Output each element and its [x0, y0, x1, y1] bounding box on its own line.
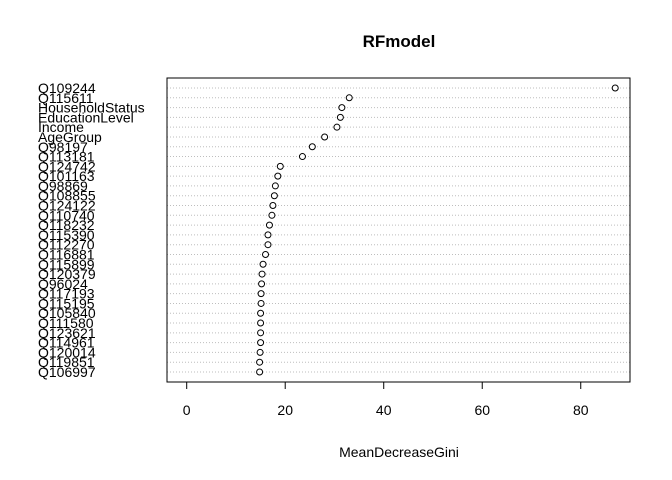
category-label: Q110740	[38, 207, 95, 223]
category-label: Q109244	[38, 80, 96, 96]
category-label: Q106997	[38, 364, 96, 380]
data-point	[308, 143, 316, 151]
category-label: Q115195	[38, 295, 95, 311]
data-point	[276, 162, 284, 170]
category-label: Q113181	[38, 149, 95, 165]
data-point	[257, 319, 265, 327]
category-label: Q105840	[38, 305, 96, 321]
x-tick-label: 20	[277, 402, 293, 418]
data-point	[257, 290, 265, 298]
category-label: EducationLevel	[38, 109, 134, 125]
category-label: Q115899	[38, 256, 95, 272]
data-point	[257, 309, 265, 317]
category-label: Q98869	[38, 178, 88, 194]
category-label: Q124122	[38, 198, 96, 214]
data-point	[265, 221, 273, 229]
x-tick-label: 40	[376, 402, 392, 418]
data-point	[269, 202, 277, 210]
x-tick-label: 80	[573, 402, 589, 418]
category-label: Q112270	[38, 237, 95, 253]
data-point	[257, 339, 265, 347]
data-point	[270, 192, 278, 200]
data-point	[256, 358, 264, 366]
gridlines	[167, 87, 630, 373]
data-point	[333, 123, 341, 131]
data-point	[257, 329, 265, 337]
category-label: Q101163	[38, 168, 95, 184]
category-label: Q120379	[38, 266, 96, 282]
x-tick-label: 60	[474, 402, 490, 418]
category-label: Q120014	[38, 344, 96, 360]
data-point	[256, 348, 264, 356]
data-point	[321, 133, 329, 141]
category-label: Income	[38, 119, 84, 135]
data-point	[257, 299, 265, 307]
category-label: Q119851	[38, 354, 95, 370]
data-point	[611, 84, 619, 92]
category-label: Q114961	[38, 335, 95, 351]
x-axis-label: MeanDecreaseGini	[339, 444, 459, 460]
category-label: HouseholdStatus	[38, 100, 145, 116]
data-point	[274, 172, 282, 180]
category-label: Q96024	[38, 276, 88, 292]
x-axis: 0 20 40 60 80	[183, 381, 589, 418]
data-point	[258, 280, 266, 288]
data-point	[298, 153, 306, 161]
category-label: AgeGroup	[38, 129, 102, 145]
chart-title: RFmodel	[363, 32, 436, 51]
data-point	[262, 250, 270, 258]
data-point	[336, 113, 344, 121]
data-point	[264, 231, 272, 239]
category-label: Q118232	[38, 217, 95, 233]
category-label: Q123621	[38, 325, 96, 341]
data-points	[256, 84, 619, 376]
category-label: Q117193	[38, 286, 95, 302]
data-point	[345, 94, 353, 102]
category-label: Q108855	[38, 188, 96, 204]
category-label: Q98197	[38, 139, 88, 155]
category-label: Q115611	[38, 90, 94, 106]
data-point	[268, 211, 276, 219]
plot-frame	[166, 77, 631, 383]
category-label: Q124742	[38, 158, 96, 174]
data-point	[338, 104, 346, 112]
data-point	[271, 182, 279, 190]
x-tick-label: 0	[183, 402, 191, 418]
data-point	[259, 260, 267, 268]
data-point	[256, 368, 264, 376]
category-label: Q111580	[38, 315, 94, 331]
data-point	[264, 241, 272, 249]
category-labels: Q109244Q115611HouseholdStatusEducationLe…	[38, 80, 145, 380]
category-label: Q116881	[38, 246, 95, 262]
data-point	[258, 270, 266, 278]
category-label: Q115390	[38, 227, 95, 243]
